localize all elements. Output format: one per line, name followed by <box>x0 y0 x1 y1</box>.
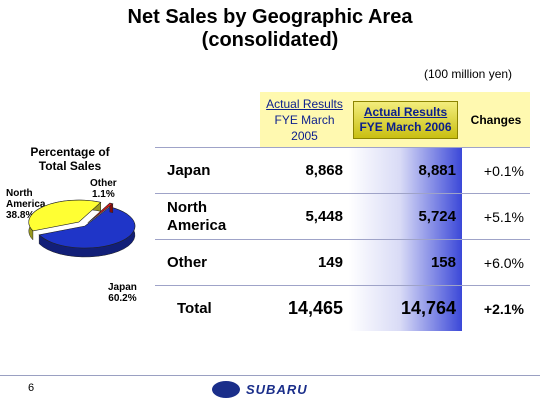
header-2005-line2: FYE March 2005 <box>274 112 335 143</box>
header-fye-2005: Actual Results FYE March 2005 <box>260 92 349 148</box>
header-changes: Changes <box>462 92 530 148</box>
table-row-total: Total 14,465 14,764 +2.1% <box>155 285 530 331</box>
header-2006-box: Actual Results FYE March 2006 <box>353 100 458 139</box>
row-name-north-america: North America <box>155 193 260 240</box>
header-fye-2006: Actual Results FYE March 2006 <box>349 92 462 148</box>
title-line-2: (consolidated) <box>201 29 339 51</box>
pie-label-japan-name: Japan <box>108 282 137 293</box>
row-name-line2: America <box>167 216 227 234</box>
pie-slice-north-america <box>28 199 102 232</box>
subaru-stars-icon <box>212 380 240 398</box>
cell-2006-total: 14,764 <box>349 285 462 331</box>
row-name-total: Total <box>155 285 260 331</box>
table-row: Other 149 158 +6.0% <box>155 239 530 286</box>
subaru-logo: SUBARU <box>212 379 308 399</box>
pie-chart-title: Percentage of Total Sales <box>30 145 110 173</box>
cell-change-north-america: +5.1% <box>462 193 530 240</box>
pie-label-na-name-2: America <box>6 199 46 210</box>
cell-change-total: +2.1% <box>462 285 530 331</box>
footer-divider <box>0 375 540 376</box>
header-2006-line1: Actual Results <box>363 104 448 119</box>
row-name-other: Other <box>155 239 260 286</box>
pie-label-other: Other 1.1% <box>90 178 117 200</box>
row-name-line1: Other <box>167 253 208 271</box>
header-2005-line1: Actual Results <box>266 96 343 111</box>
page-number: 6 <box>28 382 35 394</box>
cell-change-other: +6.0% <box>462 239 530 286</box>
page-title: Net Sales by Geographic Area (consolidat… <box>0 6 540 52</box>
table-header-row: Actual Results FYE March 2005 Actual Res… <box>155 92 530 148</box>
pie-chart <box>28 199 136 258</box>
cell-2005-north-america: 5,448 <box>260 193 349 240</box>
cell-2005-total: 14,465 <box>260 285 349 331</box>
pie-slices <box>28 199 136 258</box>
sales-table: Actual Results FYE March 2005 Actual Res… <box>155 92 530 331</box>
cell-2006-north-america: 5,724 <box>349 193 462 240</box>
table-row: North America 5,448 5,724 +5.1% <box>155 193 530 240</box>
title-line-1: Net Sales by Geographic Area <box>127 6 413 28</box>
cell-2006-other: 158 <box>349 239 462 286</box>
row-name-japan: Japan <box>155 147 260 194</box>
pie-label-other-name: Other <box>90 178 117 189</box>
pie-label-other-pct: 1.1% <box>91 189 115 200</box>
pie-label-japan: Japan 60.2% <box>108 282 137 304</box>
table-row: Japan 8,868 8,881 +0.1% <box>155 147 530 194</box>
pie-label-japan-pct: 60.2% <box>108 293 137 304</box>
pie-label-north-america: North America 38.8% <box>6 188 45 221</box>
header-2006-line2: FYE March 2006 <box>359 119 452 134</box>
pie-slice-other <box>87 202 114 224</box>
header-empty-cell <box>155 92 260 148</box>
cell-2006-japan: 8,881 <box>349 147 462 194</box>
cell-2005-other: 149 <box>260 239 349 286</box>
cell-change-japan: +0.1% <box>462 147 530 194</box>
pie-label-na-name-1: North <box>6 188 33 199</box>
row-name-line1: Japan <box>167 161 211 179</box>
pie-slice-japan <box>38 206 136 249</box>
row-name-line1: North <box>167 198 207 216</box>
unit-label: (100 million yen) <box>424 67 513 81</box>
logo-text: SUBARU <box>246 381 308 397</box>
pie-label-na-pct: 38.8% <box>6 210 35 221</box>
cell-2005-japan: 8,868 <box>260 147 349 194</box>
